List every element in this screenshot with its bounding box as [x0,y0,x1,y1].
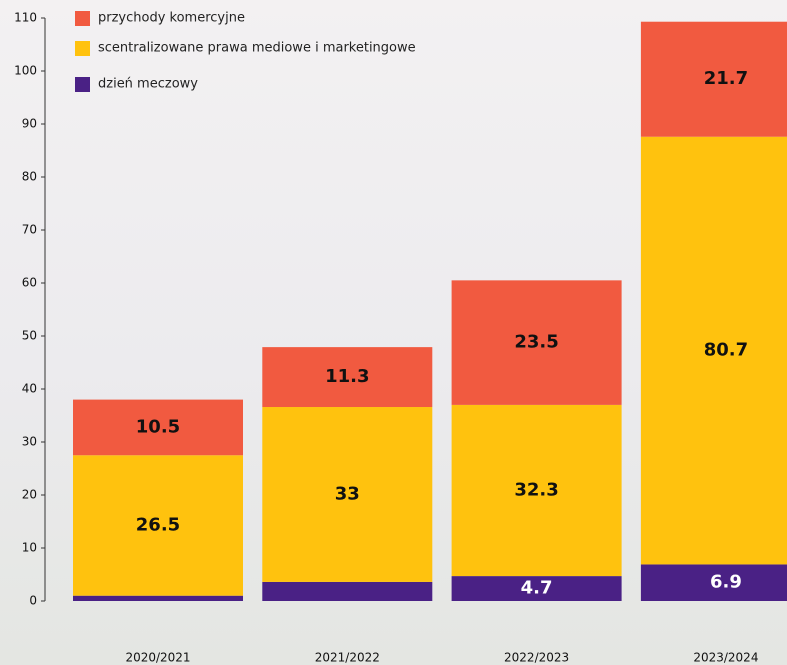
x-tick-label: 2022/2023 [504,651,569,665]
value-label: 26.5 [136,514,180,535]
y-tick-label: 10 [22,541,37,555]
y-tick-label: 90 [22,117,37,131]
legend-swatch [75,41,90,56]
x-tick-label: 2023/2024 [693,651,758,665]
bar-segment [640,21,787,137]
value-label: 32.3 [514,479,558,500]
bar-segment [73,399,243,456]
bar-segment [73,455,243,596]
value-label: 21.7 [704,68,748,89]
bar-segment [451,280,622,405]
bar-segment [73,595,243,601]
value-label: 11.3 [325,366,369,387]
y-tick-label: 110 [14,11,37,25]
bar-segment [262,347,433,408]
bar-segment [262,581,433,601]
x-tick-label: 2020/2021 [125,651,190,665]
y-tick-label: 40 [22,382,37,396]
legend-swatch [75,11,90,26]
y-tick-label: 30 [22,435,37,449]
x-tick-label: 2021/2022 [315,651,380,665]
legend-label: scentralizowane prawa mediowe i marketin… [98,41,416,56]
legend-swatch [75,77,90,92]
y-tick-label: 50 [22,329,37,343]
y-tick-label: 100 [14,64,37,78]
value-label: 33 [335,483,360,504]
bar-segment [640,564,787,601]
y-tick-label: 80 [22,170,37,184]
y-tick-label: 60 [22,276,37,290]
legend-label: przychody komercyjne [98,11,245,26]
value-label: 6.9 [710,572,742,593]
bar-segment [451,404,622,577]
value-label: 4.7 [521,578,553,599]
y-tick-label: 0 [29,594,37,608]
bar-segment [451,576,622,601]
bar-segment [262,407,433,582]
legend-label: dzień meczowy [98,77,198,92]
y-tick-label: 70 [22,223,37,237]
bar-segment [640,136,787,565]
value-label: 23.5 [514,332,558,353]
value-label: 10.5 [136,416,180,437]
value-label: 80.7 [704,340,748,361]
y-tick-label: 20 [22,488,37,502]
